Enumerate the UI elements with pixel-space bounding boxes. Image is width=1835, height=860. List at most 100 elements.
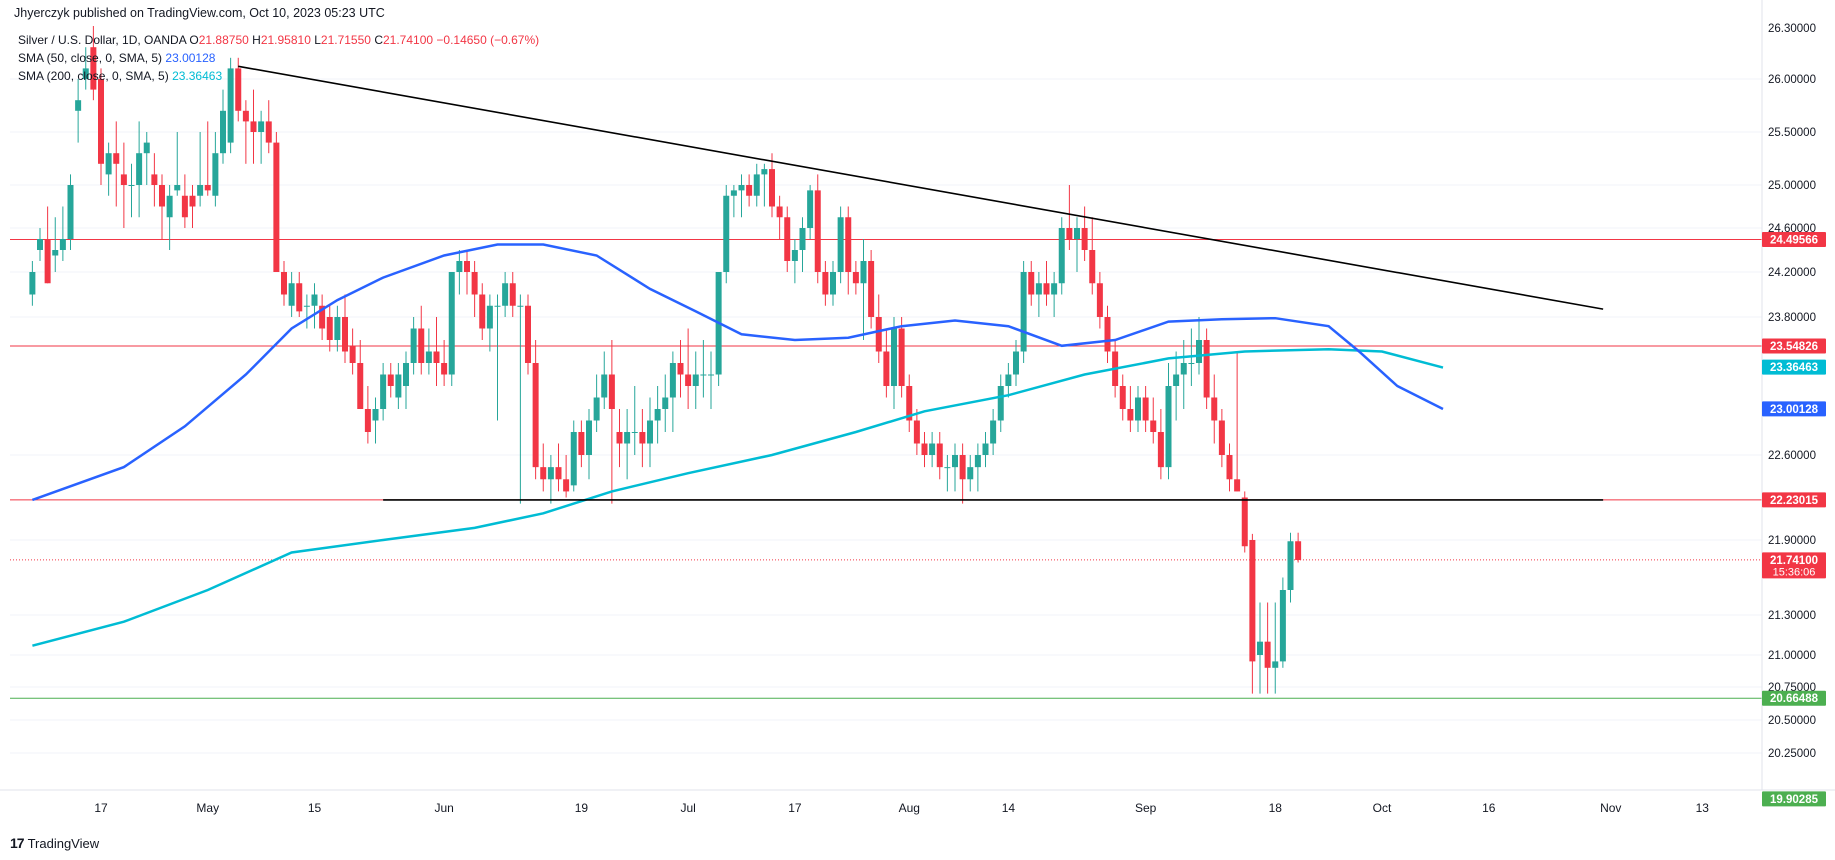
candle-body <box>1203 340 1210 398</box>
sma50-label: SMA (50, close, 0, SMA, 5) <box>18 51 163 65</box>
candle-body <box>1089 250 1096 284</box>
candle-body <box>669 363 676 398</box>
candle-body <box>929 443 936 455</box>
time-tick-label: 15 <box>308 801 322 815</box>
candle-body <box>563 479 570 492</box>
price-tick-label: 26.30000 <box>1768 23 1816 35</box>
candle-body <box>1028 272 1035 295</box>
ohlc-high: 21.95810 <box>260 33 311 47</box>
candle-body <box>1074 228 1080 239</box>
candle-body <box>730 190 737 196</box>
price-tick-label: 21.30000 <box>1768 610 1816 622</box>
time-tick-label: 18 <box>1269 801 1283 815</box>
price-tick-label: 20.25000 <box>1768 748 1816 760</box>
candle-body <box>1035 283 1042 295</box>
candle-body <box>486 305 493 329</box>
candle-body <box>1043 283 1050 295</box>
candle-body <box>273 142 280 272</box>
candle-body <box>441 363 448 375</box>
candle-body <box>75 100 82 111</box>
candle-body <box>1173 374 1180 386</box>
ohlc-low: 21.71550 <box>320 33 371 47</box>
time-tick-label: Jun <box>434 801 453 815</box>
candle-body <box>105 153 112 175</box>
candle-body <box>288 283 295 306</box>
candle-body <box>410 328 417 363</box>
price-tick-label: 22.60000 <box>1768 450 1816 462</box>
candle-body <box>471 272 478 295</box>
candle-body <box>1218 420 1225 455</box>
candle-body <box>654 409 661 421</box>
candle-body <box>1249 540 1256 662</box>
candle-body <box>974 455 981 468</box>
sma200-line <box>32 347 1444 647</box>
candle-body <box>708 374 714 376</box>
candle-body <box>1287 541 1294 590</box>
candle-body <box>799 228 806 250</box>
time-axis[interactable]: 17 May 15 Jun 19 Jul 17 Aug 14 Sep 18 Oct 16 Nov 13 <box>0 789 1835 815</box>
candle-body <box>1257 641 1263 655</box>
candle-body <box>898 328 905 386</box>
candle-body <box>555 467 562 480</box>
sma200-legend[interactable]: SMA (200, close, 0, SMA, 5) 23.36463 <box>18 69 222 83</box>
sma200-value: 23.36463 <box>172 69 223 83</box>
candle-body <box>67 185 74 239</box>
candle-body <box>784 217 791 261</box>
price-tick-label: 26.00000 <box>1768 74 1816 86</box>
candle-body <box>875 317 882 352</box>
candle-body <box>685 374 692 386</box>
candle-body <box>418 328 425 363</box>
candle-body <box>936 443 943 468</box>
candle-body <box>578 432 585 455</box>
candle-body <box>403 363 409 386</box>
candle-body <box>1135 397 1141 421</box>
price-tag-box <box>1762 338 1826 354</box>
candle-body <box>593 397 600 421</box>
ohlc-high-label: H <box>252 33 261 47</box>
price-axis[interactable]: 26.0000025.5000025.0000024.6000024.20000… <box>1761 0 1826 807</box>
candle-body <box>647 420 653 444</box>
price-tick-label: 21.00000 <box>1768 650 1816 662</box>
ohlc-open: 21.88750 <box>198 33 249 47</box>
candle-body <box>677 363 684 375</box>
candle-body <box>128 185 135 186</box>
candlestick-series <box>29 26 1302 694</box>
candle-body <box>136 153 143 185</box>
candle-body <box>1196 340 1202 363</box>
candle-body <box>364 409 371 432</box>
chart-grid <box>10 78 1762 754</box>
ohlc-open-label: O <box>189 33 199 47</box>
candle-body <box>242 110 249 122</box>
candle-body <box>220 110 226 154</box>
candle-body <box>830 272 836 295</box>
candle-body <box>1279 590 1286 662</box>
sma50-legend[interactable]: SMA (50, close, 0, SMA, 5) 23.00128 <box>18 51 215 65</box>
symbol-legend: Silver / U.S. Dollar, 1D, OANDA O21.8875… <box>18 33 539 47</box>
candle-body <box>204 185 211 191</box>
moving-averages <box>31 243 1444 647</box>
candle-body <box>120 174 127 185</box>
time-tick-label: 14 <box>1002 801 1016 815</box>
time-tick-label: 13 <box>1696 801 1710 815</box>
candle-body <box>883 351 890 386</box>
price-tag-label: 23.36463 <box>1770 362 1818 374</box>
price-tag-label: 23.54826 <box>1770 341 1818 353</box>
candle-body <box>692 374 699 386</box>
candle-body <box>586 420 592 455</box>
candle-body <box>631 432 638 433</box>
time-tick-label: Nov <box>1600 801 1621 815</box>
candle-body <box>227 68 234 143</box>
candle-body <box>891 328 897 386</box>
candle-body <box>723 195 730 272</box>
candle-body <box>250 121 257 132</box>
candle-body <box>837 217 844 272</box>
tradingview-logo[interactable]: 17 TradingView <box>10 835 99 851</box>
candle-body <box>662 397 669 409</box>
candle-body <box>1005 374 1012 386</box>
candle-body <box>502 283 509 306</box>
candle-body <box>845 217 852 272</box>
candle-body <box>852 272 859 284</box>
candle-body <box>1081 228 1088 250</box>
ohlc-low-label: L <box>314 33 321 47</box>
